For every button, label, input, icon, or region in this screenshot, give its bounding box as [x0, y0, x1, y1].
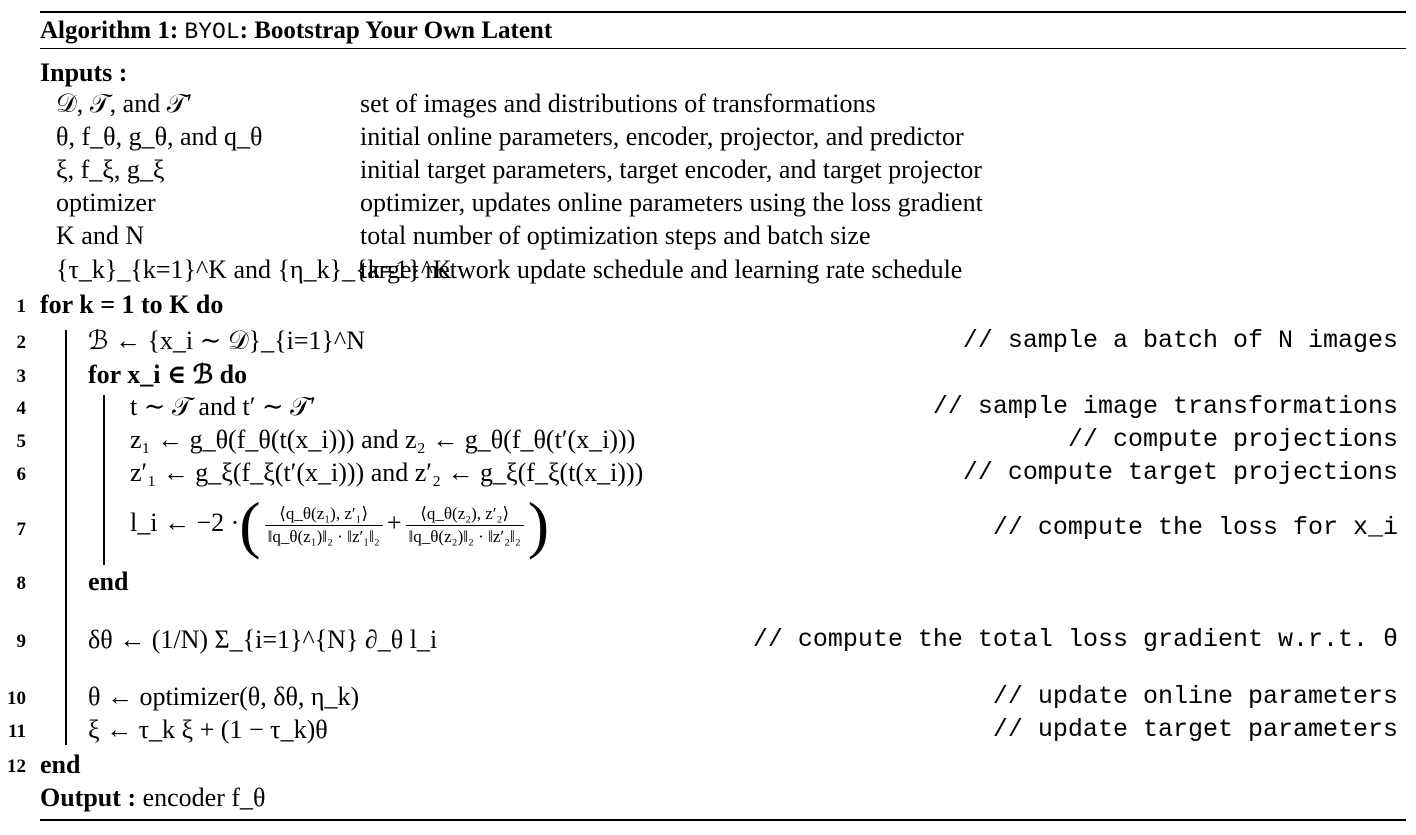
bottom-rule	[40, 819, 1406, 821]
code-text: for x_i ∈ ℬ do	[88, 360, 248, 389]
numerator: ⟨q_θ(z₁), z′₁⟩	[264, 503, 383, 526]
denominator: ‖q_θ(z₁)‖₂ · ‖z′₁‖₂	[267, 526, 380, 546]
line-comment: // sample image transformations	[932, 392, 1398, 421]
line-number: 10	[7, 688, 26, 709]
code-text: for k = 1 to K do	[40, 290, 224, 319]
code-text: z₁ ← g_θ(f_θ(t(x_i))) and z₂ ← g_θ(f_θ(t…	[130, 425, 636, 454]
code-text: end	[88, 567, 129, 596]
line-code: end	[40, 750, 80, 780]
line-number: 7	[16, 519, 27, 540]
line-code: for x_i ∈ ℬ do	[88, 360, 247, 390]
input-symbol: {τ_k}_{k=1}^K and {η_k}_{k=1}^K	[56, 255, 452, 284]
line-code: z′₁ ← g_ξ(f_ξ(t′(x_i))) and z′₂ ← g_ξ(f_…	[130, 458, 643, 488]
line-comment: // compute the loss for x_i	[992, 513, 1398, 542]
line-number: 3	[16, 366, 27, 387]
line-code: z₁ ← g_θ(f_θ(t(x_i))) and z₂ ← g_θ(f_θ(t…	[130, 425, 635, 455]
code-text: z′₁ ← g_ξ(f_ξ(t′(x_i))) and z′₂ ← g_ξ(f_…	[130, 458, 644, 487]
code-text: ℬ ← {x_i ∼ 𝒟}_{i=1}^N	[88, 326, 365, 355]
code-text: end	[40, 750, 81, 779]
code-text: ξ ← τ_k ξ + (1 − τ_k)θ	[88, 715, 328, 744]
line-number: 12	[7, 756, 26, 777]
input-description: initial online parameters, encoder, proj…	[360, 122, 964, 151]
code-text: θ ← optimizer(θ, δθ, η_k)	[88, 682, 360, 711]
line-number: 11	[8, 721, 26, 742]
fraction-2: ⟨q_θ(z₂), z′₂⟩ ‖q_θ(z₂)‖₂ · ‖z′₂‖₂	[405, 503, 524, 548]
numerator: ⟨q_θ(z₂), z′₂⟩	[405, 503, 524, 526]
for-block-bar	[65, 330, 67, 745]
input-description: total number of optimization steps and b…	[360, 221, 871, 250]
input-description: initial target parameters, target encode…	[360, 155, 982, 184]
top-rule	[40, 11, 1406, 13]
output-label: Output :	[40, 783, 137, 812]
line-comment: // update target parameters	[992, 715, 1398, 744]
output-value: encoder f_θ	[142, 783, 266, 812]
title-rule	[40, 48, 1406, 49]
line-code: for k = 1 to K do	[40, 290, 223, 320]
line-code: δθ ← (1/N) Σ_{i=1}^{N} ∂_θ l_i	[88, 625, 437, 655]
line-number: 6	[16, 464, 27, 485]
output-line: Output : encoder f_θ	[40, 783, 265, 813]
line-comment: // compute projections	[1067, 425, 1398, 454]
input-description: set of images and distributions of trans…	[360, 89, 876, 118]
code-text: t ∼ 𝒯 and t′ ∼ 𝒯′	[130, 392, 316, 421]
left-paren: (	[239, 489, 261, 560]
input-description: optimizer, updates online parameters usi…	[360, 188, 983, 217]
line-number: 5	[16, 431, 27, 452]
line-number: 4	[16, 398, 27, 419]
inputs-label: Inputs :	[40, 58, 128, 87]
code-text: δθ ← (1/N) Σ_{i=1}^{N} ∂_θ l_i	[88, 625, 438, 654]
line-number: 9	[16, 631, 27, 652]
input-symbol: θ, f_θ, g_θ, and q_θ	[56, 122, 263, 151]
line-comment: // sample a batch of N images	[962, 326, 1398, 355]
right-paren: )	[527, 489, 550, 560]
line-number: 2	[16, 332, 27, 353]
line-code: ξ ← τ_k ξ + (1 − τ_k)θ	[88, 715, 328, 745]
line-code: ℬ ← {x_i ∼ 𝒟}_{i=1}^N	[88, 326, 365, 356]
input-symbol: 𝒟, 𝒯, and 𝒯′	[56, 89, 193, 118]
input-symbol: optimizer	[56, 188, 156, 217]
inner-for-block-bar	[103, 395, 105, 565]
line-number: 8	[16, 573, 27, 594]
algorithm-title: Algorithm 1: BYOL: Bootstrap Your Own La…	[40, 16, 552, 47]
plus-sign: +	[386, 507, 402, 537]
code-text: l_i ← −2 ·	[130, 507, 240, 537]
title-code: BYOL	[184, 19, 240, 45]
line-code: l_i ← −2 ·(⟨q_θ(z₁), z′₁⟩ ‖q_θ(z₁)‖₂ · ‖z…	[130, 493, 549, 557]
input-description: target network update schedule and learn…	[360, 255, 963, 284]
input-symbol: K and N	[56, 221, 145, 250]
title-prefix: Algorithm 1:	[40, 17, 179, 44]
fraction-1: ⟨q_θ(z₁), z′₁⟩ ‖q_θ(z₁)‖₂ · ‖z′₁‖₂	[264, 503, 383, 548]
line-code: end	[88, 567, 128, 597]
line-comment: // compute the total loss gradient w.r.t…	[752, 625, 1398, 654]
line-comment: // compute target projections	[962, 458, 1398, 487]
denominator: ‖q_θ(z₂)‖₂ · ‖z′₂‖₂	[408, 526, 521, 546]
title-rest: : Bootstrap Your Own Latent	[239, 17, 553, 44]
line-code: θ ← optimizer(θ, δθ, η_k)	[88, 682, 359, 712]
line-comment: // update online parameters	[992, 682, 1398, 711]
input-symbol: ξ, f_ξ, g_ξ	[56, 155, 165, 184]
line-code: t ∼ 𝒯 and t′ ∼ 𝒯′	[130, 392, 316, 422]
line-number: 1	[16, 296, 27, 317]
